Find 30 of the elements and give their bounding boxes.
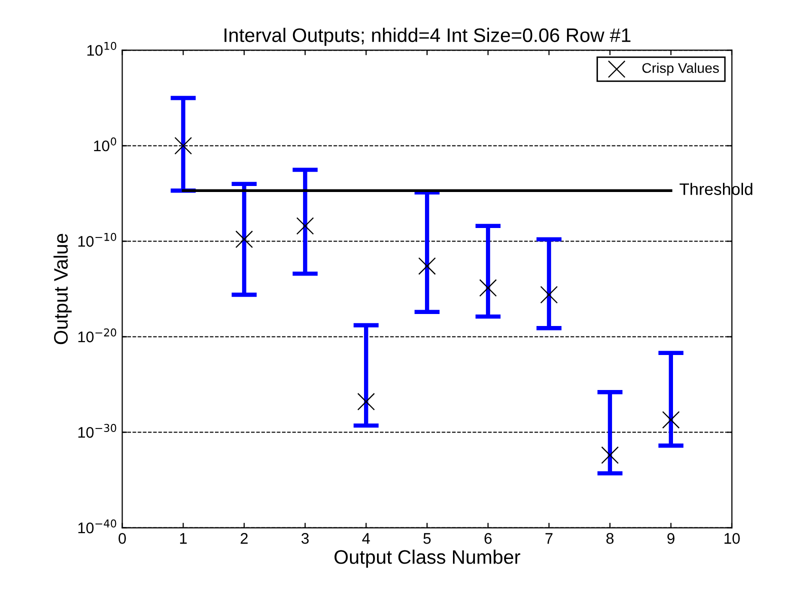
point	[479, 279, 497, 297]
point	[418, 257, 436, 275]
x-axis-title: Output Class Number	[334, 550, 520, 568]
legend-label: Crisp Values	[642, 62, 719, 76]
x-tick-label: 7	[546, 533, 552, 544]
x-tick-label: 8	[606, 533, 614, 544]
y-axis-title: Output Value	[54, 234, 72, 344]
x-tick-label: 6	[484, 533, 492, 544]
y-tick-label: 10$^{−30}$	[78, 424, 116, 438]
point	[540, 286, 558, 304]
point	[296, 217, 314, 235]
y-tick-label: 10$^{−20}$	[78, 328, 116, 342]
x-tick-label: 1	[180, 533, 187, 544]
x-tick-label: 10	[724, 533, 740, 544]
x-tick-label: 4	[362, 533, 370, 544]
y-tick-label: 10$^{−40}$	[78, 519, 116, 534]
chart-title: Interval Outputs; nhidd=4 Int Size=0.06 Row #1	[224, 28, 630, 46]
x-tick-label: 9	[667, 533, 674, 544]
point	[174, 136, 192, 155]
y-tick-label: 10$^{0}$	[94, 137, 116, 152]
y-tick-label: 10$^{−10}$	[78, 232, 116, 247]
x-tick-label: 5	[423, 533, 431, 544]
point	[235, 230, 253, 248]
y-tick-label: 10$^{10}$	[87, 42, 116, 56]
point	[662, 411, 680, 429]
x-tick-label: 0	[118, 533, 126, 544]
point	[601, 446, 619, 464]
x-tick-label: 2	[240, 533, 248, 544]
x-tick-label: 3	[301, 533, 309, 544]
point	[357, 392, 375, 410]
